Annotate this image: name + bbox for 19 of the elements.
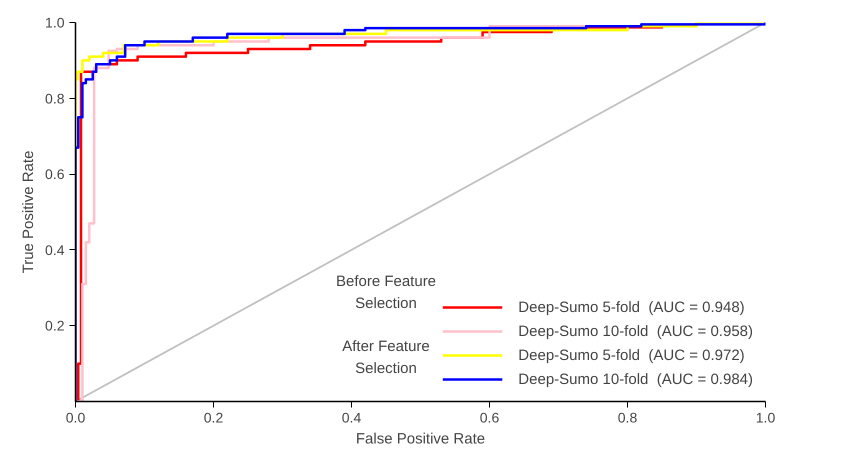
y-axis-title: True Positive Rate xyxy=(20,150,38,274)
y-tick-label: 0.2 xyxy=(45,318,65,334)
annotation: After Feature Selection xyxy=(342,338,430,378)
y-tick-label: 0.8 xyxy=(45,90,65,106)
x-tick-label: 0.6 xyxy=(480,410,500,426)
x-tick-label: 0.0 xyxy=(66,410,86,426)
legend-label: Deep-Sumo 10-fold (AUC = 0.984) xyxy=(518,370,753,388)
y-tick-label: 1.0 xyxy=(45,14,65,30)
legend-label: Deep-Sumo 5-fold (AUC = 0.972) xyxy=(518,346,745,364)
x-tick-label: 0.4 xyxy=(342,410,362,426)
y-tick-label: 0.6 xyxy=(45,166,65,182)
annotation: Before Feature Selection xyxy=(336,272,436,312)
x-tick-label: 1.0 xyxy=(756,410,776,426)
y-tick-label: 0.4 xyxy=(45,242,65,258)
x-axis-title: False Positive Rate xyxy=(356,430,486,448)
x-tick-label: 0.8 xyxy=(618,410,638,426)
legend-label: Deep-Sumo 5-fold (AUC = 0.948) xyxy=(518,298,745,316)
x-tick-label: 0.2 xyxy=(204,410,224,426)
legend-label: Deep-Sumo 10-fold (AUC = 0.958) xyxy=(518,322,753,340)
